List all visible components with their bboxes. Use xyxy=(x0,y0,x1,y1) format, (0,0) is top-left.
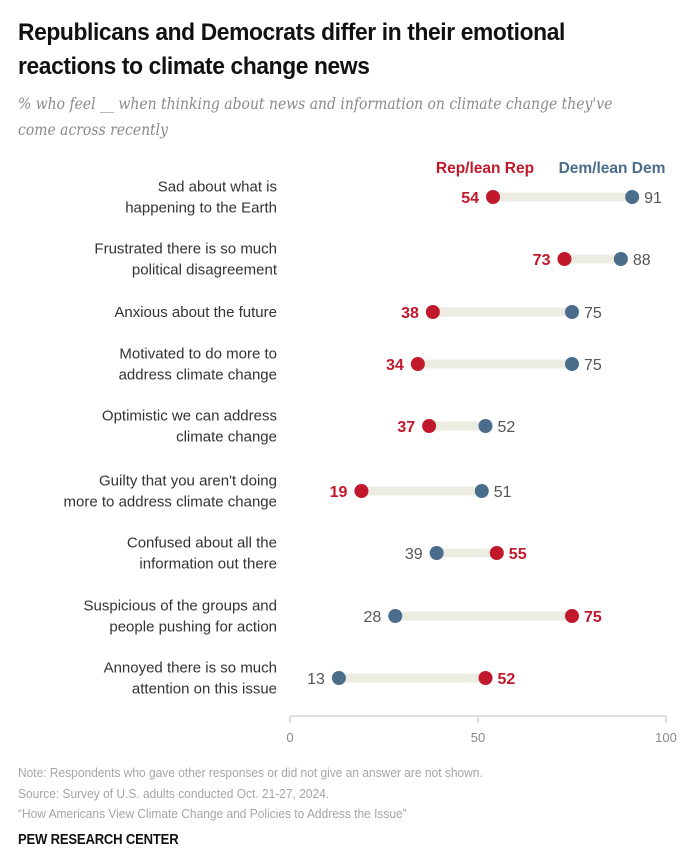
category-label: Guilty that you aren't doing xyxy=(99,473,277,490)
chart-row: Sad about what is happening to the Earth 5… xyxy=(125,179,662,217)
dem-value-label: 51 xyxy=(494,484,512,501)
chart-row: Frustrated there is so much political dis… xyxy=(94,241,650,279)
rep-dot xyxy=(425,305,440,319)
dem-value-label: 13 xyxy=(307,671,325,688)
dem-value-label: 39 xyxy=(405,546,423,563)
chart-row: Motivated to do more to address climate c… xyxy=(119,346,602,384)
dem-dot xyxy=(388,609,403,623)
dem-value-label: 52 xyxy=(498,419,516,436)
dem-dot xyxy=(331,671,346,685)
chart-title: Republicans and Democrats differ in thei… xyxy=(18,19,565,80)
category-label: more to address climate change xyxy=(64,494,277,511)
legend-rep: Rep/lean Rep xyxy=(436,160,534,177)
chart-rows: Sad about what is happening to the Earth 5… xyxy=(64,179,663,698)
category-label: climate change xyxy=(176,429,277,446)
rep-value-label: 73 xyxy=(533,252,551,269)
tick-label: 50 xyxy=(471,730,485,745)
rep-value-label: 37 xyxy=(397,419,415,436)
chart-row: Annoyed there is so much attention on thi… xyxy=(104,660,516,698)
note-text: Note: Respondents who gave other respons… xyxy=(18,765,483,780)
chart-subtitle: % who feel __ when thinking about news a… xyxy=(18,95,613,139)
rep-dot xyxy=(489,546,504,560)
dem-value-label: 91 xyxy=(644,190,662,207)
x-axis: 0 50 100 xyxy=(286,715,677,745)
rep-dot xyxy=(478,671,493,685)
category-label: political disagreement xyxy=(132,262,278,279)
rep-value-label: 55 xyxy=(509,546,527,563)
dem-dot xyxy=(565,305,579,319)
category-label: Frustrated there is so much xyxy=(94,241,277,258)
tick-label: 100 xyxy=(655,730,677,745)
rep-dot xyxy=(565,609,579,623)
category-label: information out there xyxy=(139,556,277,573)
source-text: Source: Survey of U.S. adults conducted … xyxy=(18,785,330,801)
category-label: Optimistic we can address xyxy=(102,408,277,425)
rep-value-label: 52 xyxy=(498,671,516,688)
category-label: address climate change xyxy=(119,367,277,384)
category-label: Anxious about the future xyxy=(114,304,277,321)
chart-row: Suspicious of the groups and people pushi… xyxy=(84,598,602,636)
category-label: attention on this issue xyxy=(132,681,277,698)
rep-dot xyxy=(410,357,425,371)
chart-row: Optimistic we can address climate change 3… xyxy=(102,408,515,446)
category-label: people pushing for action xyxy=(109,619,277,636)
footer-notes: Note: Respondents who gave other respons… xyxy=(18,763,644,825)
dem-value-label: 75 xyxy=(584,357,602,374)
category-label: Sad about what is xyxy=(158,179,277,196)
category-label: Suspicious of the groups and xyxy=(84,598,277,615)
rep-dot xyxy=(422,419,437,433)
dem-dot xyxy=(429,546,444,560)
pew-logo-text: PEW RESEARCH CENTER xyxy=(18,832,179,848)
dem-dot xyxy=(625,190,640,204)
legend-dem: Dem/lean Dem xyxy=(559,160,666,177)
rep-value-label: 75 xyxy=(584,609,602,626)
rep-dot xyxy=(354,484,369,498)
dem-dot xyxy=(565,357,579,371)
dem-dot xyxy=(478,419,493,433)
rep-dot xyxy=(557,252,572,266)
dem-dot xyxy=(613,252,628,266)
rep-value-label: 19 xyxy=(330,484,348,501)
report-title: “How Americans View Climate Change and P… xyxy=(18,806,407,821)
dem-value-label: 88 xyxy=(633,252,651,269)
category-label: Motivated to do more to xyxy=(119,346,277,363)
chart-row: Confused about all the information out th… xyxy=(127,535,527,573)
rep-value-label: 38 xyxy=(401,305,419,322)
category-label: Confused about all the xyxy=(127,535,277,552)
dem-value-label: 28 xyxy=(363,609,381,626)
dem-dot xyxy=(474,484,489,498)
category-label: Annoyed there is so much xyxy=(104,660,277,677)
rep-dot xyxy=(486,190,501,204)
rep-value-label: 34 xyxy=(386,357,404,374)
category-label: happening to the Earth xyxy=(125,200,277,217)
tick-label: 0 xyxy=(286,730,293,745)
chart-row: Anxious about the future 38 75 xyxy=(114,304,602,322)
rep-value-label: 54 xyxy=(461,190,479,207)
chart-row: Guilty that you aren't doing more to addr… xyxy=(64,473,512,511)
dem-value-label: 75 xyxy=(584,305,602,322)
dumbbell-chart: Rep/lean Rep Dem/lean Dem Sad about what… xyxy=(64,160,677,745)
